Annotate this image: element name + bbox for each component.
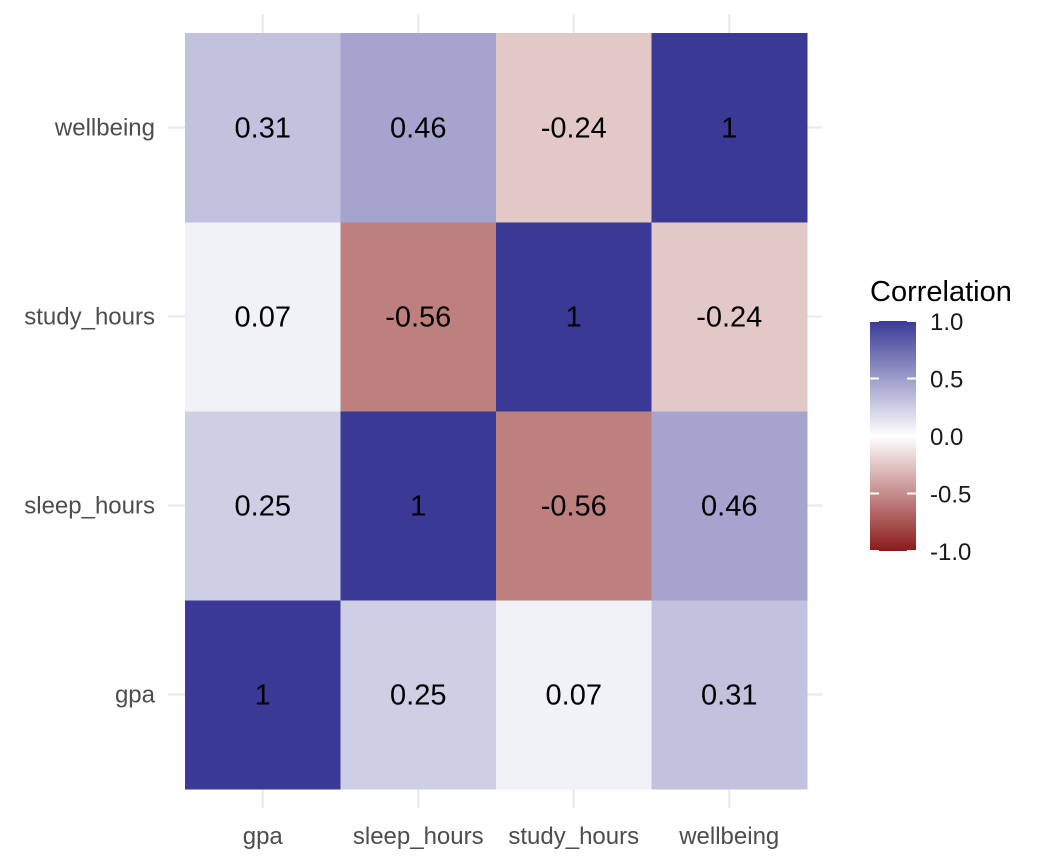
heatmap-cell (651, 33, 808, 223)
heatmap-cell (185, 411, 341, 601)
cell-value-label: -0.56 (541, 491, 607, 523)
cell-value-label: 0.25 (235, 491, 291, 523)
cell-value-label: 1 (410, 491, 426, 523)
legend-tick-label: 0.0 (930, 424, 963, 451)
x-tick-label: gpa (243, 823, 284, 850)
heatmap-cell (496, 222, 652, 412)
y-tick-label: gpa (115, 682, 156, 709)
heatmap-cell (340, 600, 497, 790)
heatmap-cell (496, 411, 652, 601)
legend-tick-label: -1.0 (930, 539, 971, 566)
heatmap-cells (185, 33, 808, 790)
legend-tick-label: 1.0 (930, 309, 963, 336)
cell-value-label: 1 (721, 113, 737, 145)
x-tick-label: sleep_hours (353, 823, 484, 850)
heatmap-cell (651, 600, 808, 790)
cell-value-label: 0.25 (390, 680, 446, 712)
heatmap-cell (651, 411, 808, 601)
heatmap-cell (185, 600, 341, 790)
legend-tick-label: 0.5 (930, 367, 963, 394)
cell-value-label: -0.24 (696, 302, 762, 334)
legend-title: Correlation (870, 276, 1012, 308)
heatmap-cell (185, 33, 341, 223)
x-tick-label: wellbeing (678, 823, 779, 850)
cell-value-label: 0.07 (235, 302, 291, 334)
x-tick-label: study_hours (508, 823, 639, 850)
heatmap-cell (185, 222, 341, 412)
axis-tick-labels: gpa sleep_hours study_hours wellbeing gpa sle… (24, 115, 779, 851)
cell-value-label: -0.24 (541, 113, 607, 145)
cell-value-label: 0.46 (701, 491, 757, 523)
heatmap-cell (340, 222, 497, 412)
y-tick-label: sleep_hours (24, 493, 155, 520)
cell-value-label: 1 (255, 680, 271, 712)
y-tick-label: wellbeing (54, 115, 155, 142)
cell-value-label: 0.31 (701, 680, 757, 712)
cell-value-label: -0.56 (385, 302, 451, 334)
heatmap-cell (496, 600, 652, 790)
cell-value-labels: 1 0.25 0.07 0.31 0.25 1 -0.56 0.46 0.07 -0.56 1 -0.… (235, 113, 763, 712)
legend: Correlation 1.0 0.5 0.0 -0.5 -1.0 (870, 276, 1012, 566)
y-tick-label: study_hours (24, 304, 155, 331)
heatmap-cell (651, 222, 808, 412)
cell-value-label: 0.07 (546, 680, 602, 712)
legend-tick-label: -0.5 (930, 482, 971, 509)
cell-value-label: 0.46 (390, 113, 446, 145)
cell-value-label: 1 (566, 302, 582, 334)
heatmap-cell (340, 33, 497, 223)
heatmap-cell (340, 411, 497, 601)
heatmap-cell (496, 33, 652, 223)
cell-value-label: 0.31 (235, 113, 291, 145)
